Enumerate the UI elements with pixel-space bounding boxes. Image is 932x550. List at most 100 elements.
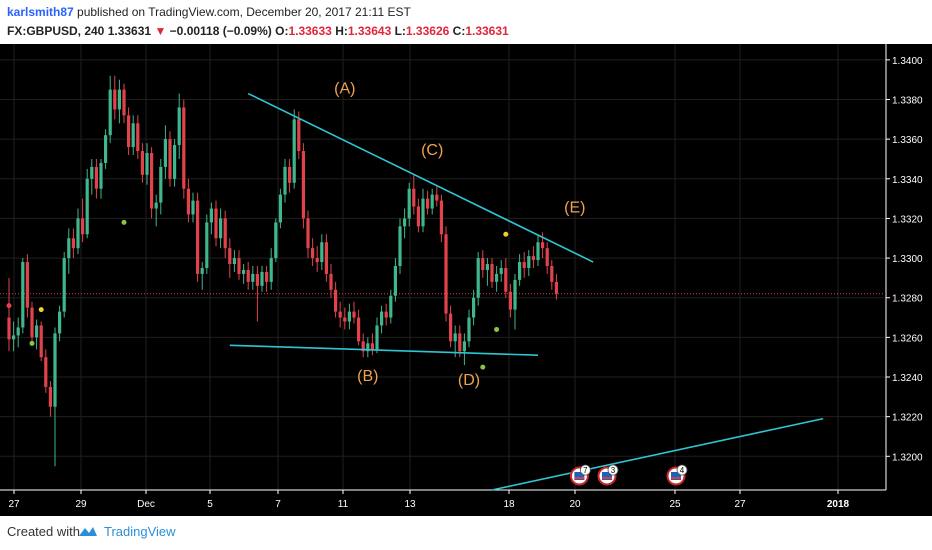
- signal-dot: [29, 340, 35, 346]
- price-tick-label: 1.3200: [892, 452, 923, 463]
- candle: [237, 250, 241, 280]
- candle-body: [315, 258, 319, 263]
- candle: [481, 250, 485, 278]
- price-tick-label: 1.3240: [892, 373, 923, 384]
- time-tick-label: 5: [207, 499, 213, 510]
- candle: [209, 202, 213, 235]
- candle-body: [439, 200, 443, 235]
- candle: [375, 317, 379, 354]
- low-label: L:: [394, 24, 406, 38]
- time-axis-background: [0, 490, 886, 516]
- close-label: C:: [452, 24, 466, 38]
- price-tick-label: 1.3260: [892, 333, 923, 344]
- candle-body: [150, 153, 154, 209]
- candle-body: [444, 234, 448, 314]
- candle-body: [104, 135, 108, 163]
- candle-body: [389, 295, 393, 318]
- candle-body: [219, 218, 223, 239]
- candle-body: [48, 386, 52, 407]
- candle-body: [260, 271, 264, 286]
- candle: [150, 147, 154, 219]
- candle-body: [449, 313, 453, 342]
- time-tick-label: 13: [404, 499, 416, 510]
- candle-body: [370, 343, 374, 350]
- candle: [260, 266, 264, 292]
- candle: [94, 158, 98, 199]
- candle-body: [430, 194, 434, 209]
- candle: [242, 264, 246, 284]
- candle-body: [67, 238, 71, 259]
- candle: [430, 188, 434, 215]
- wave-label: (E): [564, 199, 585, 216]
- candle-body: [214, 208, 218, 239]
- candle: [421, 188, 425, 233]
- event-flag-field: [574, 472, 585, 480]
- candle: [108, 75, 112, 144]
- candle: [140, 143, 144, 183]
- candle-body: [108, 89, 112, 136]
- event-marker: 4: [666, 464, 688, 486]
- candle: [163, 125, 167, 179]
- event-flag-stripe: [602, 477, 612, 479]
- candle: [246, 262, 250, 290]
- price-tick-label: 1.3340: [892, 175, 923, 186]
- candle: [531, 246, 535, 268]
- candle-body: [495, 273, 499, 282]
- candle: [393, 258, 397, 302]
- event-count-badge: [676, 464, 688, 476]
- candle-body: [242, 269, 246, 274]
- candle-body: [518, 262, 522, 280]
- candle-body: [513, 279, 517, 310]
- candle: [554, 273, 558, 300]
- price-tick-label: 1.3220: [892, 413, 923, 424]
- candle-body: [191, 200, 195, 215]
- down-arrow-icon: ▼: [154, 24, 167, 38]
- candle-body: [306, 218, 310, 249]
- candle: [513, 273, 517, 330]
- event-flag-field: [602, 472, 612, 480]
- price-chart[interactable]: 1.3400 1.3380 1.3360 1.3340 1.3320 1.3300 1.32…: [0, 44, 932, 516]
- candle: [90, 158, 94, 195]
- candle: [412, 174, 416, 215]
- last-price: 1.33631: [107, 24, 152, 38]
- candle-body: [329, 273, 333, 290]
- candle-body: [467, 317, 471, 342]
- candle-body: [44, 357, 48, 387]
- candle: [407, 182, 411, 227]
- tradingview-brand[interactable]: TradingView: [104, 524, 176, 539]
- candle: [104, 129, 108, 169]
- author-link[interactable]: karlsmith87: [7, 5, 74, 19]
- candle: [30, 301, 34, 346]
- candle: [380, 305, 384, 334]
- candle-body: [398, 226, 402, 267]
- candle-body: [16, 327, 20, 336]
- candle: [7, 277, 11, 352]
- candle-body: [127, 115, 131, 148]
- candle: [315, 246, 319, 272]
- candle: [334, 281, 338, 318]
- candle: [343, 307, 347, 330]
- candle-body: [173, 145, 177, 179]
- candle: [462, 333, 466, 366]
- low-value: 1.33626: [405, 24, 450, 38]
- candle: [25, 254, 29, 318]
- candle-body: [550, 266, 554, 282]
- candle-body: [357, 317, 361, 342]
- candle: [71, 228, 75, 259]
- candle-body: [499, 267, 503, 274]
- signal-dot: [480, 364, 486, 370]
- candle-body: [545, 248, 549, 267]
- candle: [357, 309, 361, 346]
- candle: [76, 208, 80, 255]
- price-tick-label: 1.3300: [892, 254, 923, 265]
- candle-body: [25, 262, 29, 308]
- candle: [527, 250, 531, 276]
- candle: [361, 333, 365, 358]
- candle: [366, 337, 370, 358]
- candle-body: [380, 311, 384, 326]
- candle-body: [541, 242, 545, 249]
- candle-body: [504, 267, 508, 292]
- candle: [301, 143, 305, 229]
- candle: [214, 200, 218, 247]
- candle: [426, 190, 430, 215]
